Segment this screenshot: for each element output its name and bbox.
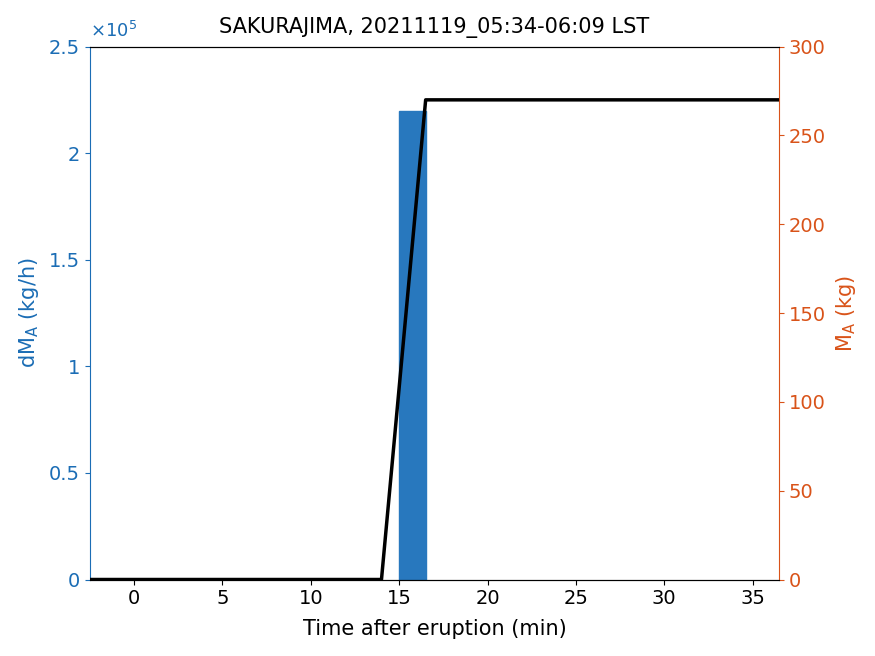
Y-axis label: $\mathrm{dM_A}$ (kg/h): $\mathrm{dM_A}$ (kg/h)	[17, 258, 40, 369]
Bar	[399, 110, 425, 579]
Text: $\times10^5$: $\times10^5$	[90, 21, 137, 41]
Y-axis label: $\mathrm{M_A}$ (kg): $\mathrm{M_A}$ (kg)	[835, 274, 858, 352]
Title: SAKURAJIMA, 20211119_05:34-06:09 LST: SAKURAJIMA, 20211119_05:34-06:09 LST	[220, 16, 649, 37]
X-axis label: Time after eruption (min): Time after eruption (min)	[303, 619, 566, 640]
